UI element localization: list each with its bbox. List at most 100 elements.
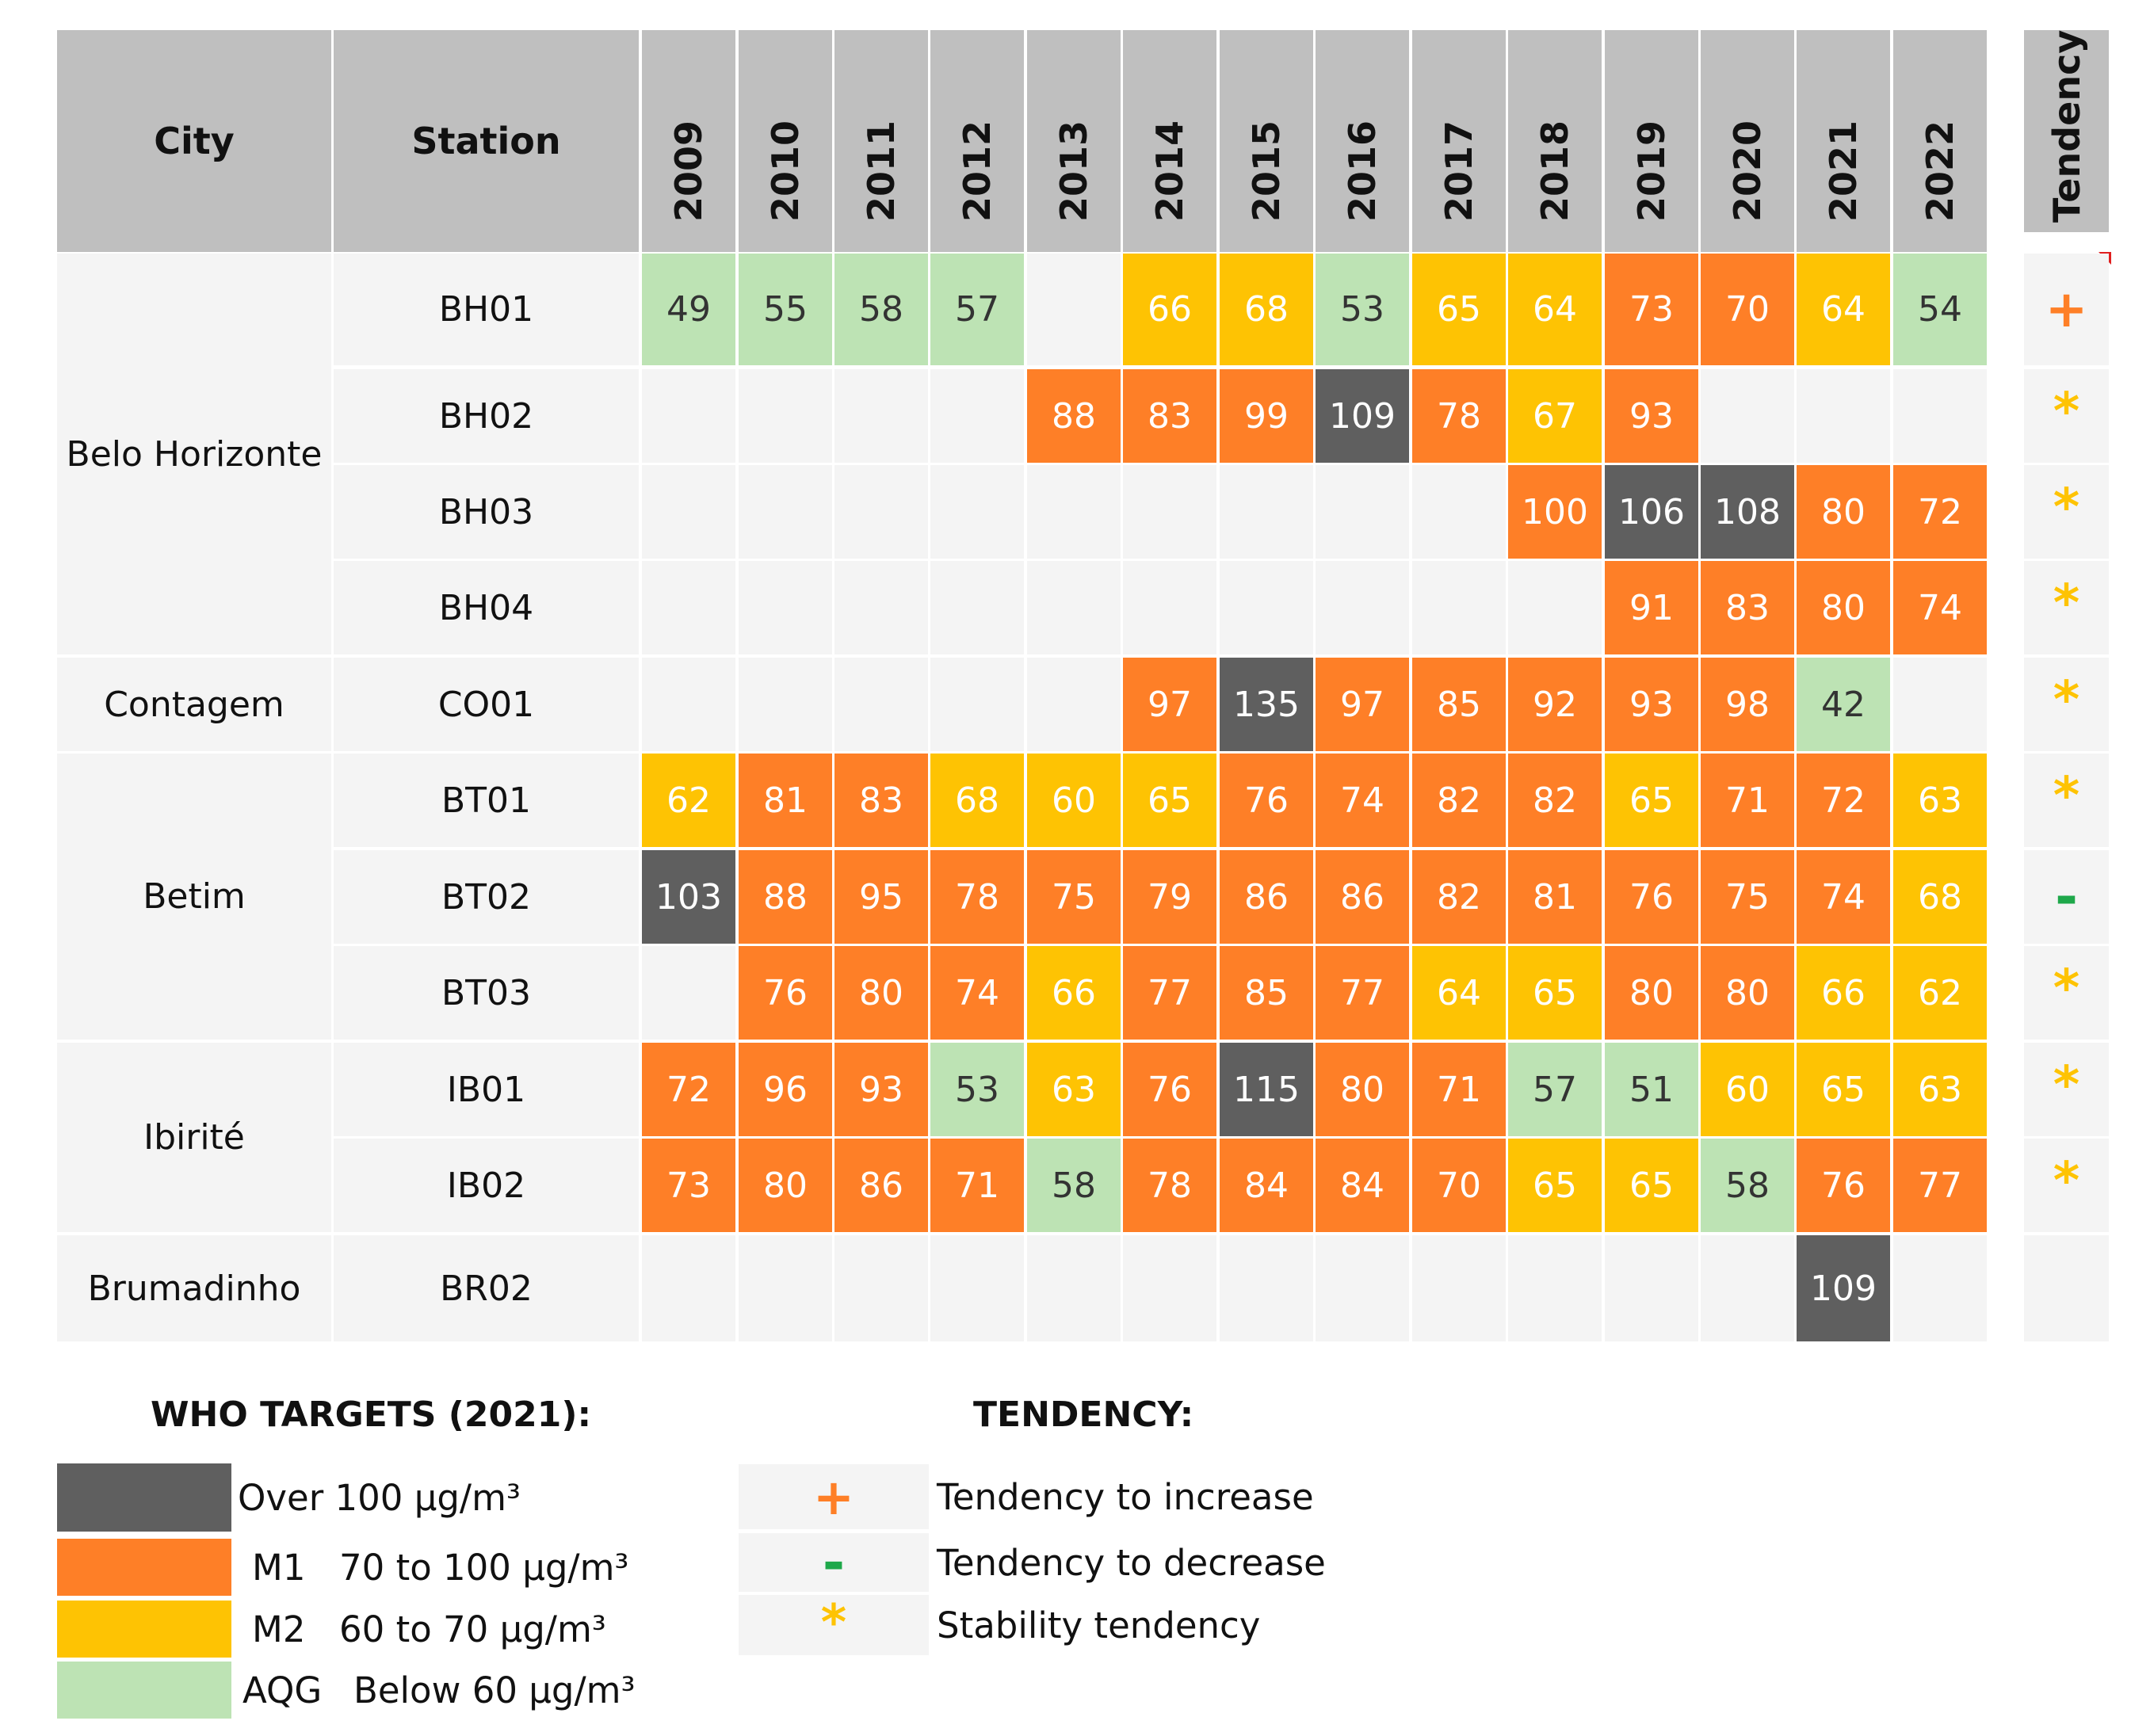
value-cell-m2: 68 bbox=[930, 754, 1024, 847]
tendency-cell: * bbox=[2024, 1043, 2109, 1136]
who-legend-title: WHO TARGETS (2021): bbox=[151, 1395, 592, 1435]
value-cell-m1: 81 bbox=[1508, 850, 1602, 944]
tendency-cell: * bbox=[2024, 561, 2109, 654]
empty-cell bbox=[930, 369, 1024, 463]
tendency-cell: - bbox=[2024, 850, 2109, 944]
value-cell-m2: 64 bbox=[1412, 946, 1506, 1040]
value-cell-aqg: 55 bbox=[739, 254, 832, 365]
empty-cell bbox=[1508, 1235, 1602, 1341]
value-cell-m1: 84 bbox=[1220, 1139, 1313, 1232]
value-cell-m1: 83 bbox=[1701, 561, 1794, 654]
legend-code: AQG bbox=[243, 1669, 323, 1711]
legend-text: Over 100 µg/m³ bbox=[238, 1476, 521, 1519]
value-cell-m2: 65 bbox=[1508, 946, 1602, 1040]
value-cell-m2: 62 bbox=[1893, 946, 1987, 1040]
value-cell-m1: 97 bbox=[1123, 658, 1216, 751]
value-cell-m1: 77 bbox=[1123, 946, 1216, 1040]
value-cell-m1: 83 bbox=[1123, 369, 1216, 463]
value-cell-m2: 60 bbox=[1027, 754, 1121, 847]
station-cell: BH04 bbox=[334, 561, 639, 654]
minus-icon: - bbox=[2054, 864, 2079, 929]
value-cell-m1: 80 bbox=[1797, 561, 1890, 654]
empty-cell bbox=[834, 1235, 928, 1341]
value-cell-m1: 76 bbox=[1797, 1139, 1890, 1232]
empty-cell bbox=[1220, 1235, 1313, 1341]
value-cell-m2: 66 bbox=[1027, 946, 1121, 1040]
year-label: 2018 bbox=[1533, 120, 1576, 223]
value-cell-m2: 64 bbox=[1508, 254, 1602, 365]
empty-cell bbox=[642, 946, 735, 1040]
value-cell-m1: 70 bbox=[1701, 254, 1794, 365]
legend-code: M2 bbox=[252, 1608, 306, 1650]
value-cell-m1: 76 bbox=[739, 946, 832, 1040]
city-header: City bbox=[57, 30, 331, 252]
value-cell-m1: 73 bbox=[1605, 254, 1698, 365]
year-header-2012: 2012 bbox=[930, 30, 1024, 252]
empty-cell bbox=[1797, 369, 1890, 463]
year-label: 2013 bbox=[1052, 120, 1095, 223]
value-cell-m1: 91 bbox=[1605, 561, 1698, 654]
empty-cell bbox=[739, 658, 832, 751]
empty-cell bbox=[1123, 561, 1216, 654]
value-cell-m1: 93 bbox=[834, 1043, 928, 1136]
station-cell: BH03 bbox=[334, 465, 639, 559]
year-header-2018: 2018 bbox=[1508, 30, 1602, 252]
tendency-header-label: Tendency bbox=[2045, 29, 2088, 223]
city-cell: Betim bbox=[57, 754, 331, 1040]
value-cell-m1: 92 bbox=[1508, 658, 1602, 751]
station-cell: IB01 bbox=[334, 1043, 639, 1136]
value-cell-m1: 71 bbox=[1412, 1043, 1506, 1136]
empty-cell bbox=[1123, 1235, 1216, 1341]
legend-tendency-text: Tendency to decrease bbox=[937, 1541, 1326, 1584]
asterisk-icon: * bbox=[2053, 1152, 2080, 1211]
legend-text: Below 60 µg/m³ bbox=[353, 1669, 636, 1711]
empty-cell bbox=[1316, 1235, 1409, 1341]
legend-text: 60 to 70 µg/m³ bbox=[339, 1608, 606, 1650]
value-cell-over100: 108 bbox=[1701, 465, 1794, 559]
year-label: 2019 bbox=[1630, 120, 1673, 223]
year-label: 2010 bbox=[764, 120, 807, 223]
empty-cell bbox=[1316, 465, 1409, 559]
value-cell-over100: 106 bbox=[1605, 465, 1698, 559]
plus-icon: + bbox=[813, 1467, 854, 1526]
empty-cell bbox=[1220, 561, 1313, 654]
value-cell-m1: 76 bbox=[1220, 754, 1313, 847]
station-header: Station bbox=[334, 30, 639, 252]
empty-cell bbox=[642, 465, 735, 559]
value-cell-m1: 78 bbox=[1123, 1139, 1216, 1232]
station-cell: CO01 bbox=[334, 658, 639, 751]
tendency-header: Tendency bbox=[2024, 29, 2109, 232]
value-cell-aqg: 58 bbox=[834, 254, 928, 365]
asterisk-icon: * bbox=[820, 1593, 847, 1651]
plus-icon: + bbox=[2045, 280, 2088, 339]
value-cell-m2: 66 bbox=[1123, 254, 1216, 365]
empty-cell bbox=[1701, 1235, 1794, 1341]
year-header-2019: 2019 bbox=[1605, 30, 1698, 252]
value-cell-m1: 76 bbox=[1123, 1043, 1216, 1136]
year-header-2017: 2017 bbox=[1412, 30, 1506, 252]
empty-cell bbox=[930, 1235, 1024, 1341]
empty-cell bbox=[1412, 465, 1506, 559]
value-cell-m1: 77 bbox=[1893, 1139, 1987, 1232]
year-header-2016: 2016 bbox=[1316, 30, 1409, 252]
value-cell-m1: 72 bbox=[1797, 754, 1890, 847]
value-cell-aqg: 58 bbox=[1027, 1139, 1121, 1232]
value-cell-m1: 72 bbox=[642, 1043, 735, 1136]
empty-cell bbox=[739, 369, 832, 463]
asterisk-icon: * bbox=[2053, 960, 2080, 1018]
value-cell-m2: 63 bbox=[1893, 1043, 1987, 1136]
empty-cell bbox=[1027, 658, 1121, 751]
value-cell-m1: 97 bbox=[1316, 658, 1409, 751]
legend-symbol-box: * bbox=[739, 1593, 929, 1655]
value-cell-m1: 95 bbox=[834, 850, 928, 944]
empty-cell bbox=[1027, 254, 1121, 365]
legend-symbol-box: + bbox=[739, 1464, 929, 1529]
empty-cell bbox=[1893, 369, 1987, 463]
year-label: 2017 bbox=[1438, 120, 1480, 223]
value-cell-m1: 93 bbox=[1605, 658, 1698, 751]
value-cell-m1: 88 bbox=[1027, 369, 1121, 463]
station-cell: BR02 bbox=[334, 1235, 639, 1341]
value-cell-over100: 109 bbox=[1316, 369, 1409, 463]
tendency-cell: * bbox=[2024, 465, 2109, 559]
